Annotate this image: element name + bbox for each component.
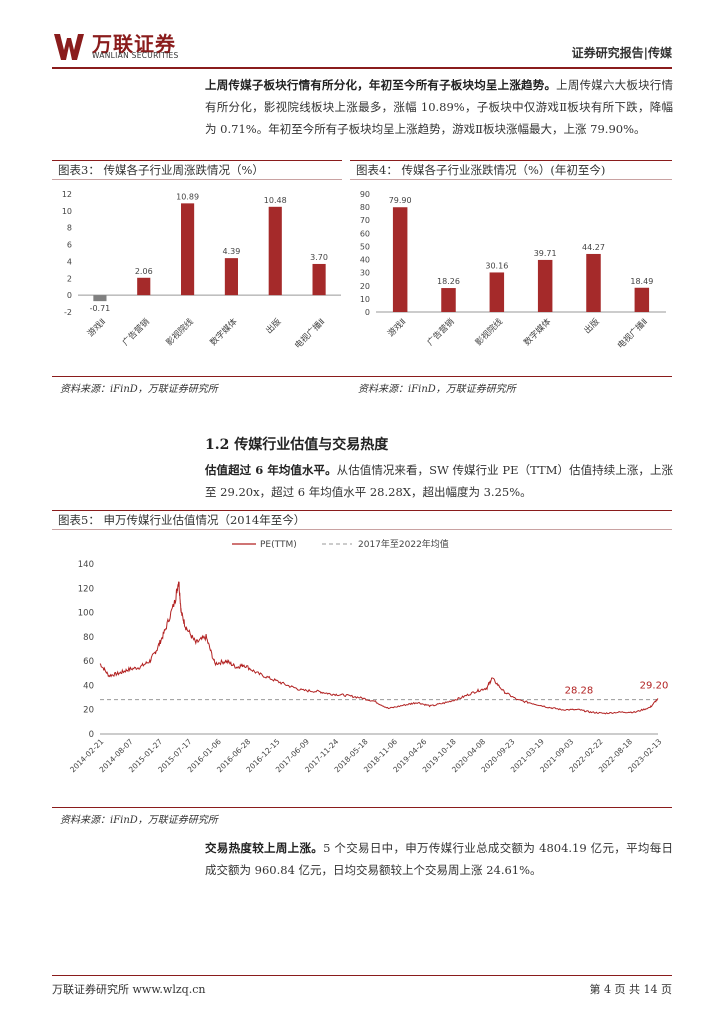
figure4-title: 图表4： 传媒各子行业涨跌情况（%）(年初至今) bbox=[350, 160, 672, 180]
y-tick-label: 20 bbox=[360, 282, 370, 291]
y-tick-label: 20 bbox=[83, 706, 94, 716]
paragraph-lead: 上周传媒子板块行情有所分化，年初至今所有子板块均呈上涨趋势。 bbox=[205, 78, 557, 92]
paragraph-body: 上周传媒六大板块行情有所分化，影视院线板块上涨最多，涨幅 10.89%，子板块中… bbox=[205, 78, 674, 136]
footer-divider bbox=[52, 975, 672, 976]
bar-value-label-1: 2.06 bbox=[135, 267, 153, 276]
paragraph-body: 从估值情况来看，SW 传媒行业 PE（TTM）估值持续上涨，上涨至 29.20x… bbox=[205, 463, 674, 499]
footer-website: 万联证券研究所 www.wlzq.cn bbox=[52, 983, 206, 996]
figure3-source: 资料来源：iFinD，万联证券研究所 bbox=[60, 384, 218, 395]
y-tick-label: 60 bbox=[360, 229, 370, 238]
paragraph-sector-performance: 上周传媒子板块行情有所分化，年初至今所有子板块均呈上涨趋势。上周传媒六大板块行情… bbox=[205, 74, 673, 140]
bar-5 bbox=[312, 263, 326, 296]
paragraph-body: 5 个交易日中，申万传媒行业总成交额为 4804.19 亿元，平均每日成交额为 … bbox=[205, 841, 674, 877]
x-category-label-1: 广告营销 bbox=[425, 316, 457, 348]
figure5-title: 图表5： 申万传媒行业估值情况（2014年至今） bbox=[52, 510, 672, 530]
bar-1 bbox=[137, 277, 151, 296]
annotation-mean-value: 28.28 bbox=[565, 686, 594, 697]
bar-0 bbox=[392, 207, 408, 312]
figure3-title: 图表3： 传媒各子行业周涨跌情况（%） bbox=[52, 160, 342, 180]
x-category-label-0: 游戏Ⅱ bbox=[386, 316, 409, 339]
x-category-label-3: 数字媒体 bbox=[208, 316, 240, 348]
figure5-source: 资料来源：iFinD，万联证券研究所 bbox=[60, 815, 218, 826]
bar-5 bbox=[634, 287, 650, 312]
bar-value-label-5: 3.70 bbox=[310, 253, 328, 262]
y-tick-label: 8 bbox=[67, 224, 72, 233]
bar-4 bbox=[268, 206, 282, 296]
y-tick-label: 6 bbox=[67, 241, 72, 250]
y-tick-label: 40 bbox=[83, 681, 94, 691]
bar-value-label-5: 18.49 bbox=[630, 277, 653, 286]
y-tick-label: 10 bbox=[360, 295, 370, 304]
x-category-label-5: 电视广播Ⅱ bbox=[615, 316, 650, 351]
bar-3 bbox=[224, 258, 238, 296]
y-tick-label: 0 bbox=[89, 730, 94, 740]
y-tick-label: 120 bbox=[78, 584, 94, 594]
bar-value-label-2: 30.16 bbox=[485, 261, 508, 270]
y-tick-label: 50 bbox=[360, 242, 370, 251]
paragraph-valuation: 估值超过 6 年均值水平。从估值情况来看，SW 传媒行业 PE（TTM）估值持续… bbox=[205, 459, 673, 503]
bar-value-label-4: 44.27 bbox=[582, 243, 605, 252]
figure34-bottom-rule bbox=[52, 376, 672, 377]
legend-label-pe: PE(TTM) bbox=[260, 540, 297, 550]
y-tick-label: 80 bbox=[83, 633, 94, 643]
legend-label-mean: 2017年至2022年均值 bbox=[358, 538, 449, 550]
x-category-label-2: 影视院线 bbox=[164, 316, 196, 348]
x-category-label-2: 影视院线 bbox=[473, 316, 505, 348]
bar-value-label-3: 39.71 bbox=[534, 249, 557, 258]
bar-2 bbox=[489, 272, 505, 312]
bar-0 bbox=[93, 295, 107, 302]
y-tick-label: 90 bbox=[360, 190, 370, 199]
bar-value-label-0: 79.90 bbox=[389, 196, 412, 205]
x-category-label-5: 电视广播Ⅱ bbox=[292, 316, 327, 351]
y-tick-label: 0 bbox=[365, 308, 370, 317]
paragraph-lead: 估值超过 6 年均值水平。 bbox=[205, 463, 337, 477]
figure4-source: 资料来源：iFinD，万联证券研究所 bbox=[358, 384, 516, 395]
bar-3 bbox=[537, 259, 553, 312]
page-header: 万联证券 WANLIAN SECURITIES 证券研究报告|传媒 bbox=[52, 28, 672, 66]
y-tick-label: 80 bbox=[360, 203, 370, 212]
bar-value-label-3: 4.39 bbox=[223, 247, 241, 256]
bar-4 bbox=[586, 253, 601, 312]
figure5-bottom-rule bbox=[52, 807, 672, 808]
y-tick-label: 70 bbox=[360, 216, 370, 225]
pe-ttm-line bbox=[99, 580, 659, 715]
x-category-label-1: 广告营销 bbox=[120, 316, 152, 348]
logo-text-en: WANLIAN SECURITIES bbox=[92, 51, 179, 60]
figure3-weekly-change-chart: -2 0 2 4 6 8 10 12 -0.71 游戏Ⅱ 2.06 广告营销 10.89 影视院线 4.39… bbox=[62, 190, 341, 351]
y-tick-label: 100 bbox=[78, 609, 94, 619]
footer-page-number: 第 4 页 共 14 页 bbox=[589, 983, 672, 996]
x-category-label-4: 出版 bbox=[582, 316, 602, 336]
x-category-label-3: 数字媒体 bbox=[521, 316, 553, 348]
bar-2 bbox=[181, 203, 195, 296]
bar-1 bbox=[441, 288, 456, 312]
y-tick-label: 12 bbox=[62, 190, 72, 199]
y-tick-label: 4 bbox=[67, 257, 72, 266]
bar-value-label-1: 18.26 bbox=[437, 277, 460, 286]
bar-value-label-0: -0.71 bbox=[90, 304, 111, 313]
figure5-pe-valuation-chart: PE(TTM) 2017年至2022年均值 0 20 40 60 80 100 120 140 28… bbox=[68, 538, 669, 774]
wanlian-logo-icon bbox=[54, 34, 84, 60]
y-tick-label: 40 bbox=[360, 256, 370, 265]
section-title: 1.2 传媒行业估值与交易热度 bbox=[205, 437, 389, 453]
annotation-last-value: 29.20 bbox=[640, 681, 669, 692]
header-divider bbox=[52, 67, 672, 69]
bar-value-label-2: 10.89 bbox=[176, 192, 199, 201]
paragraph-trading-heat: 交易热度较上周上涨。5 个交易日中，申万传媒行业总成交额为 4804.19 亿元… bbox=[205, 837, 673, 881]
x-category-label-4: 出版 bbox=[264, 316, 284, 336]
y-tick-label: -2 bbox=[64, 308, 72, 317]
y-tick-label: 10 bbox=[62, 207, 72, 216]
bar-value-label-4: 10.48 bbox=[264, 196, 287, 205]
y-tick-label: 0 bbox=[67, 291, 72, 300]
y-tick-label: 140 bbox=[78, 560, 94, 570]
x-category-label-0: 游戏Ⅱ bbox=[85, 316, 108, 339]
y-tick-label: 2 bbox=[67, 274, 72, 283]
report-type: 证券研究报告|传媒 bbox=[571, 46, 672, 60]
figure4-ytd-change-chart: 0 10 20 30 40 50 60 70 80 90 79.90 游戏Ⅱ 18.26 广告营销 30.1… bbox=[360, 190, 666, 351]
y-tick-label: 30 bbox=[360, 269, 370, 278]
logo-text-cn: 万联证券 bbox=[92, 32, 176, 56]
paragraph-lead: 交易热度较上周上涨。 bbox=[205, 841, 324, 855]
y-tick-label: 60 bbox=[83, 657, 94, 667]
company-logo: 万联证券 WANLIAN SECURITIES bbox=[52, 28, 212, 64]
